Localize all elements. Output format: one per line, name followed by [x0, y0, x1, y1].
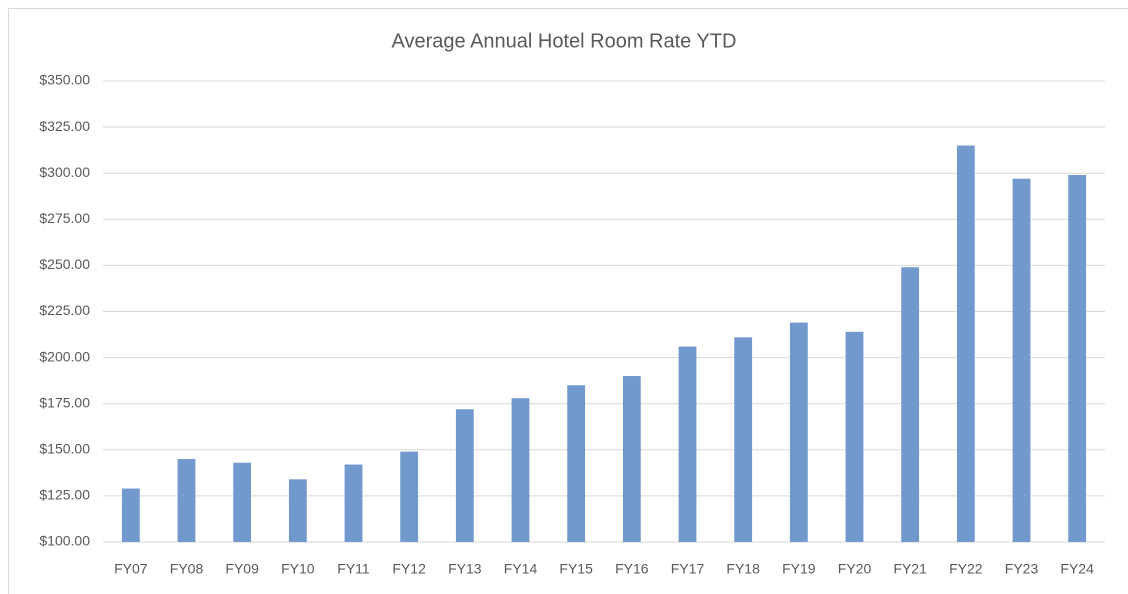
- bar: [400, 451, 419, 542]
- bar: [511, 398, 530, 542]
- y-tick-label: $250.00: [39, 256, 90, 272]
- bar: [288, 479, 307, 542]
- bar: [455, 409, 474, 542]
- bar: [789, 322, 808, 542]
- x-tick-label: FY24: [1060, 561, 1094, 577]
- x-tick-label: FY13: [448, 561, 482, 577]
- x-tick-label: FY14: [504, 561, 538, 577]
- bar: [177, 459, 196, 542]
- x-tick-label: FY22: [949, 561, 983, 577]
- bar: [734, 337, 753, 542]
- y-tick-label: $350.00: [39, 72, 90, 88]
- y-tick-label: $200.00: [39, 348, 90, 364]
- bar: [678, 346, 697, 542]
- x-tick-label: FY10: [281, 561, 315, 577]
- y-tick-label: $125.00: [39, 487, 90, 503]
- y-tick-label: $100.00: [39, 533, 90, 549]
- y-tick-label: $150.00: [39, 441, 90, 457]
- x-tick-label: FY20: [838, 561, 872, 577]
- x-tick-label: FY12: [392, 561, 426, 577]
- x-tick-label: FY21: [893, 561, 927, 577]
- y-tick-label: $300.00: [39, 164, 90, 180]
- bar: [1012, 178, 1031, 542]
- x-tick-label: FY16: [615, 561, 649, 577]
- x-tick-label: FY15: [559, 561, 593, 577]
- bar: [901, 267, 920, 542]
- bar: [121, 488, 140, 542]
- y-tick-label: $225.00: [39, 302, 90, 318]
- x-tick-label: FY07: [114, 561, 148, 577]
- bar: [344, 464, 363, 542]
- x-tick-label: FY23: [1005, 561, 1039, 577]
- x-tick-label: FY09: [225, 561, 259, 577]
- bar: [956, 145, 975, 543]
- bar: [622, 376, 641, 542]
- bar: [1068, 175, 1087, 542]
- x-tick-label: FY18: [726, 561, 760, 577]
- y-tick-label: $325.00: [39, 118, 90, 134]
- bar: [845, 331, 864, 542]
- y-tick-label: $175.00: [39, 394, 90, 410]
- x-tick-label: FY11: [337, 561, 370, 577]
- x-tick-label: FY08: [170, 561, 204, 577]
- x-tick-label: FY19: [782, 561, 816, 577]
- bar: [233, 462, 252, 542]
- x-tick-label: FY17: [671, 561, 705, 577]
- y-tick-label: $275.00: [39, 210, 90, 226]
- chart-title: Average Annual Hotel Room Rate YTD: [391, 30, 736, 52]
- bar: [567, 385, 586, 542]
